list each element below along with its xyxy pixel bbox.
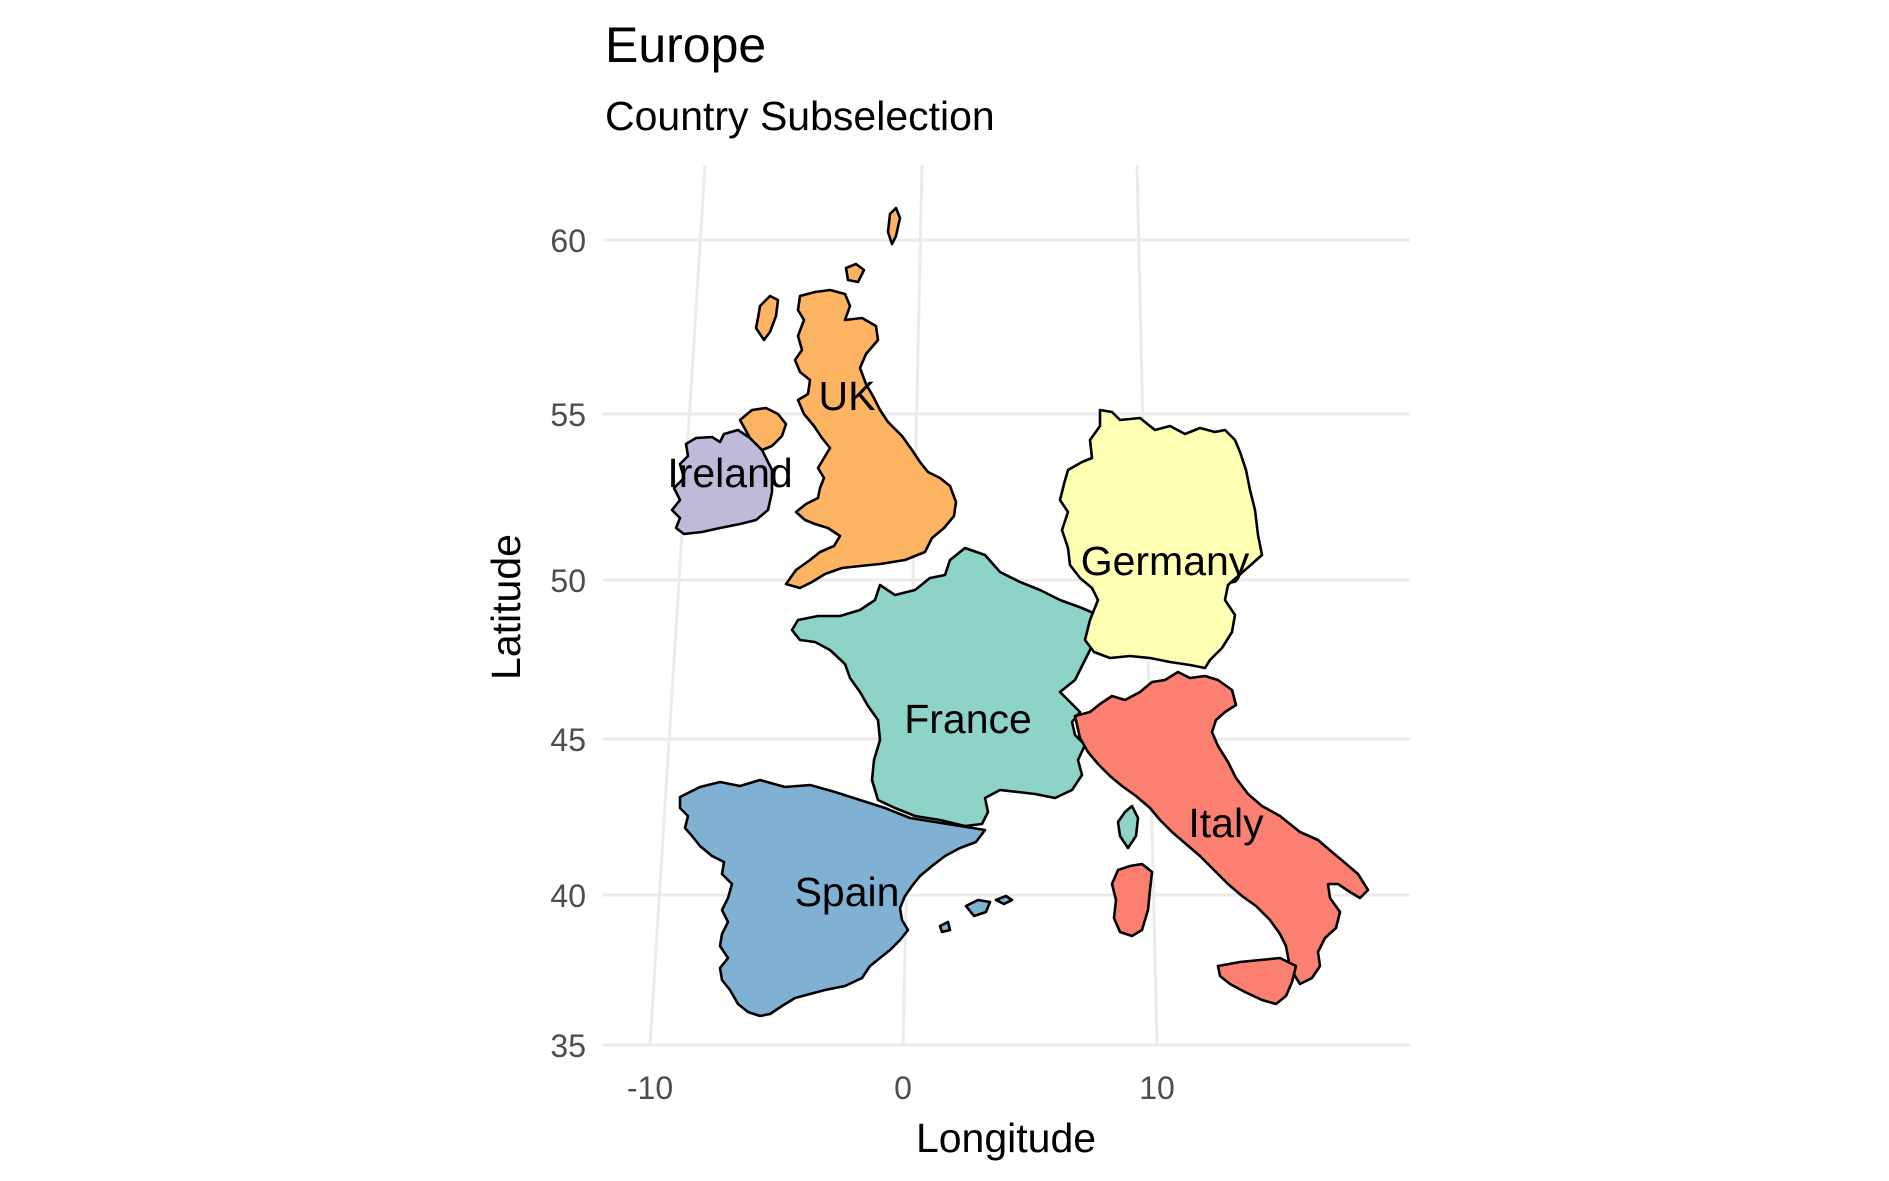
gridline-lon-minus10 (648, 164, 707, 1046)
island-sardinia (1110, 862, 1154, 938)
y-tick-label: 50 (550, 563, 586, 599)
island-orkney (844, 262, 866, 284)
country-shapes (670, 206, 1370, 1018)
island-shetland (886, 206, 902, 246)
northern-ireland-shape (738, 406, 788, 452)
country-labels: UK Ireland Germany France Italy Spain (667, 373, 1264, 915)
label-france: France (904, 696, 1032, 742)
x-tick-label: -10 (627, 1070, 673, 1106)
island-mallorca (964, 898, 992, 918)
y-axis-title: Latitude (483, 534, 529, 680)
island-menorca (994, 894, 1014, 906)
x-tick-label: 0 (894, 1070, 912, 1106)
x-tick-label: 10 (1139, 1070, 1175, 1106)
country-shape-uk[interactable] (784, 288, 958, 590)
y-tick-label: 35 (550, 1028, 586, 1064)
y-axis-ticks: 60 55 50 45 40 35 (550, 223, 586, 1064)
x-axis-ticks: -10 0 10 (627, 1070, 1175, 1106)
island-hebrides (754, 294, 780, 342)
country-shape-ireland[interactable] (670, 428, 774, 536)
label-ireland: Ireland (667, 450, 792, 496)
y-tick-label: 55 (550, 397, 586, 433)
label-germany: Germany (1081, 538, 1250, 584)
label-uk: UK (819, 373, 876, 419)
country-shape-germany[interactable] (1058, 408, 1264, 670)
y-tick-label: 40 (550, 878, 586, 914)
y-tick-label: 45 (550, 722, 586, 758)
country-shape-spain[interactable] (678, 778, 987, 1018)
label-spain: Spain (795, 869, 900, 915)
x-axis-title: Longitude (916, 1115, 1096, 1161)
country-shape-italy[interactable] (1073, 670, 1370, 986)
island-ibiza (938, 920, 952, 934)
island-corsica (1116, 804, 1140, 850)
y-tick-label: 60 (550, 223, 586, 259)
island-sicily (1216, 956, 1298, 1006)
label-italy: Italy (1188, 800, 1264, 846)
country-shape-france[interactable] (790, 546, 1102, 828)
map-title: Europe (605, 17, 766, 73)
map-subtitle: Country Subselection (605, 93, 995, 139)
